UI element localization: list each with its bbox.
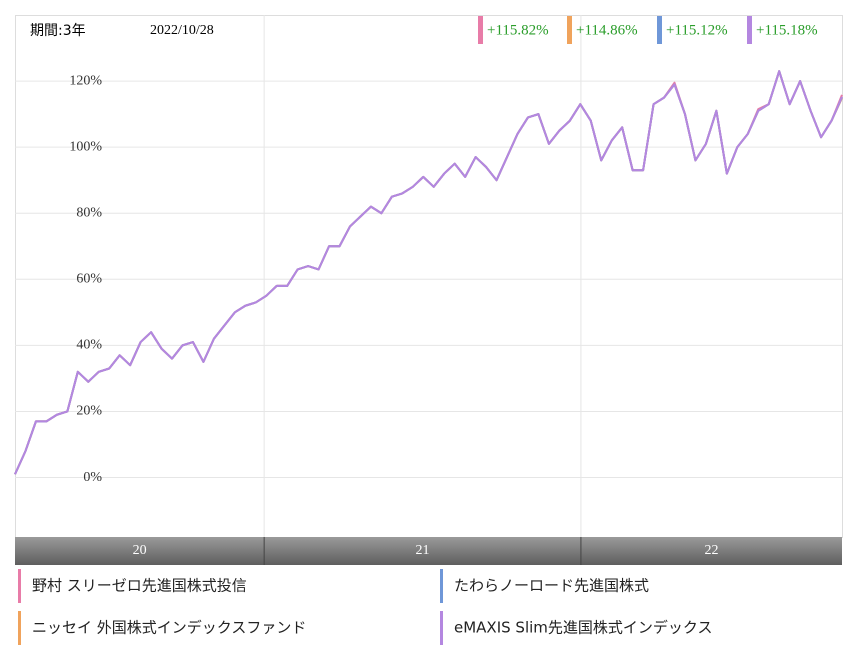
- legend-label: たわらノーロード先進国株式: [454, 577, 649, 595]
- legend-swatch: [18, 569, 21, 603]
- x-tick-label: 21: [416, 543, 430, 558]
- end-value: +115.12%: [666, 22, 728, 38]
- legend-swatch: [440, 611, 443, 645]
- value-swatch: [747, 16, 752, 44]
- value-swatch: [657, 16, 662, 44]
- legend-label: eMAXIS Slim先進国株式インデックス: [454, 619, 712, 637]
- y-tick-label: 20%: [76, 404, 102, 419]
- end-value: +114.86%: [576, 22, 638, 38]
- x-tick-label: 20: [133, 543, 147, 558]
- end-value: +115.18%: [756, 22, 818, 38]
- value-swatch: [478, 16, 483, 44]
- y-tick-label: 120%: [69, 73, 102, 88]
- x-tick-label: 22: [704, 543, 718, 558]
- period-label: 期間:3年: [30, 23, 86, 39]
- legend-label: ニッセイ 外国株式インデックスファンド: [32, 619, 306, 637]
- value-swatch: [567, 16, 572, 44]
- y-tick-label: 100%: [69, 139, 102, 154]
- end-value: +115.82%: [487, 22, 549, 38]
- y-tick-label: 60%: [76, 272, 102, 287]
- x-axis-band: [15, 537, 842, 565]
- legend-swatch: [18, 611, 21, 645]
- legend-label: 野村 スリーゼロ先進国株式投信: [32, 577, 247, 595]
- date-label: 2022/10/28: [150, 23, 214, 38]
- series-line: [14, 70, 843, 475]
- y-tick-label: 40%: [76, 338, 102, 353]
- y-tick-label: 0%: [83, 470, 102, 485]
- plot-area: [15, 15, 843, 538]
- y-tick-label: 80%: [76, 205, 102, 220]
- legend-swatch: [440, 569, 443, 603]
